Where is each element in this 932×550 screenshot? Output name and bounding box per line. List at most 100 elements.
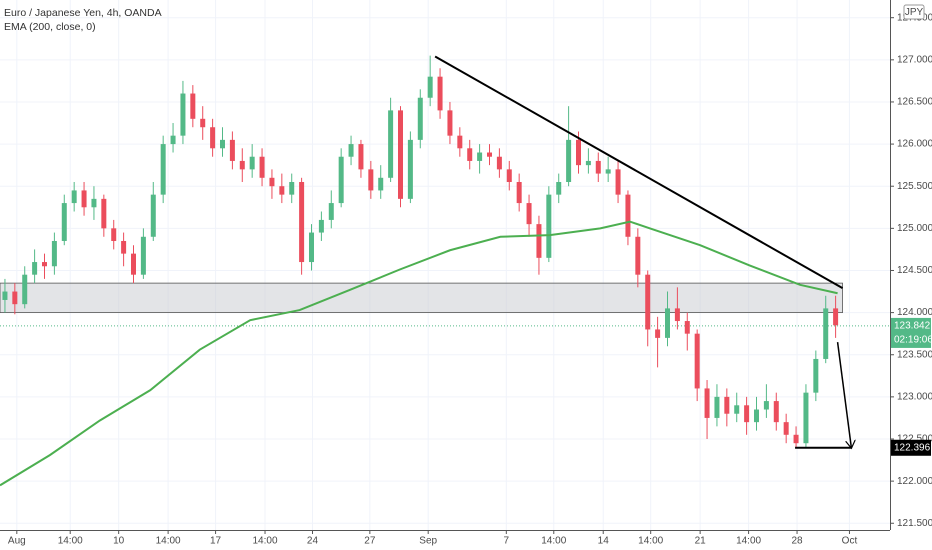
y-tick-label: 124.000 bbox=[897, 307, 932, 318]
candle-body bbox=[388, 110, 394, 178]
candle-body bbox=[121, 240, 127, 254]
candle-body bbox=[704, 388, 710, 418]
candle-body bbox=[140, 236, 146, 275]
currency-badge[interactable] bbox=[903, 4, 925, 20]
last-price-label: 123.842 bbox=[894, 321, 931, 332]
axes: 121.500 122.000 122.500 123.000 123.500 124.0… bbox=[8, 12, 932, 546]
plot-area bbox=[0, 55, 890, 487]
candle-body bbox=[32, 262, 38, 275]
candle-body bbox=[2, 291, 8, 300]
candle-body bbox=[259, 156, 265, 178]
candle-body bbox=[91, 198, 97, 208]
candle-body bbox=[398, 110, 403, 199]
candle-body bbox=[427, 76, 433, 98]
candle-body bbox=[289, 182, 295, 195]
candle-body bbox=[180, 93, 186, 136]
candle-body bbox=[576, 139, 581, 166]
y-tick-label: 125.500 bbox=[897, 181, 932, 192]
candle-body bbox=[684, 321, 690, 334]
candle-body bbox=[12, 291, 18, 305]
x-tick-label: 14:00 bbox=[541, 536, 566, 547]
candle-body bbox=[467, 148, 473, 161]
x-tick-label: 28 bbox=[791, 536, 803, 547]
candle-body bbox=[595, 160, 601, 174]
candle-body bbox=[348, 144, 354, 157]
candle-body bbox=[655, 329, 661, 338]
candle-body bbox=[516, 182, 522, 204]
y-tick-label: 123.000 bbox=[897, 392, 932, 403]
currency[interactable]: JPY bbox=[905, 7, 924, 18]
candle-body bbox=[625, 194, 631, 237]
trendline bbox=[434, 55, 844, 290]
candle-body bbox=[407, 139, 413, 199]
candle-body bbox=[635, 236, 641, 275]
candle-body bbox=[645, 274, 651, 330]
candle-body bbox=[744, 405, 750, 423]
y-tick-label: 126.000 bbox=[897, 139, 932, 150]
candle-body bbox=[160, 144, 166, 195]
candle-body bbox=[783, 422, 789, 435]
candle-body bbox=[378, 177, 384, 191]
x-tick-label: 14 bbox=[598, 536, 610, 547]
candle-body bbox=[556, 182, 562, 195]
candle-body bbox=[338, 156, 344, 204]
candle-body bbox=[71, 190, 77, 204]
candle-body bbox=[585, 160, 591, 166]
candle-body bbox=[813, 358, 819, 393]
x-tick-label: Oct bbox=[842, 536, 858, 547]
y-tick-label: 125.000 bbox=[897, 223, 932, 234]
countdown-label: 02:19:06 bbox=[894, 335, 932, 346]
candle-body bbox=[309, 232, 314, 263]
x-tick-label: 14:00 bbox=[58, 536, 83, 547]
candle-body bbox=[546, 194, 552, 258]
candle-body bbox=[210, 127, 216, 149]
candle-body bbox=[150, 194, 156, 237]
indicator-label: EMA (200, close, 0) bbox=[4, 21, 96, 33]
last-price-box bbox=[891, 317, 931, 348]
candle-body bbox=[477, 152, 483, 161]
candle-body bbox=[605, 169, 611, 174]
candle-body bbox=[200, 118, 206, 128]
candle-body bbox=[734, 405, 740, 414]
support-zone bbox=[0, 282, 843, 314]
candle-body bbox=[358, 144, 364, 170]
projection-arrow bbox=[836, 342, 852, 448]
candle-body bbox=[566, 139, 572, 183]
candle-body bbox=[61, 203, 67, 241]
candle-body bbox=[299, 182, 305, 263]
target-price-box bbox=[891, 439, 931, 456]
x-tick-label: 14:00 bbox=[736, 536, 761, 547]
candle-body bbox=[615, 169, 621, 195]
candle-body bbox=[190, 93, 196, 119]
candle-body bbox=[22, 274, 28, 305]
candle-body bbox=[714, 396, 720, 418]
candle-body bbox=[773, 401, 779, 423]
candle-body bbox=[763, 401, 769, 410]
x-tick-label: 14:00 bbox=[638, 536, 663, 547]
candle-body bbox=[694, 333, 700, 389]
candle-body bbox=[793, 434, 799, 444]
candle-body bbox=[833, 308, 839, 326]
candle-body bbox=[328, 203, 334, 220]
y-tick-label: 122.500 bbox=[897, 434, 932, 445]
y-tick-label: 127.000 bbox=[897, 54, 932, 65]
candle-body bbox=[437, 76, 443, 111]
x-tick-label: 14:00 bbox=[253, 536, 278, 547]
candle-body bbox=[487, 152, 492, 157]
target-price-label: 122.396 bbox=[894, 442, 931, 453]
candle-body bbox=[724, 396, 730, 414]
y-tick-label: 124.500 bbox=[897, 265, 932, 276]
y-tick-label: 121.500 bbox=[897, 518, 932, 529]
candle-body bbox=[239, 160, 245, 170]
x-tick-label: 21 bbox=[695, 536, 707, 547]
candle-body bbox=[674, 308, 680, 322]
candle-body bbox=[417, 97, 423, 140]
candle-body bbox=[368, 169, 374, 191]
x-tick-label: Aug bbox=[8, 536, 26, 547]
x-tick-label: 10 bbox=[113, 536, 125, 547]
candle-body bbox=[318, 219, 324, 233]
y-tick-label: 122.000 bbox=[897, 476, 932, 487]
chart-title: Euro / Japanese Yen, 4h, OANDA bbox=[4, 7, 162, 19]
